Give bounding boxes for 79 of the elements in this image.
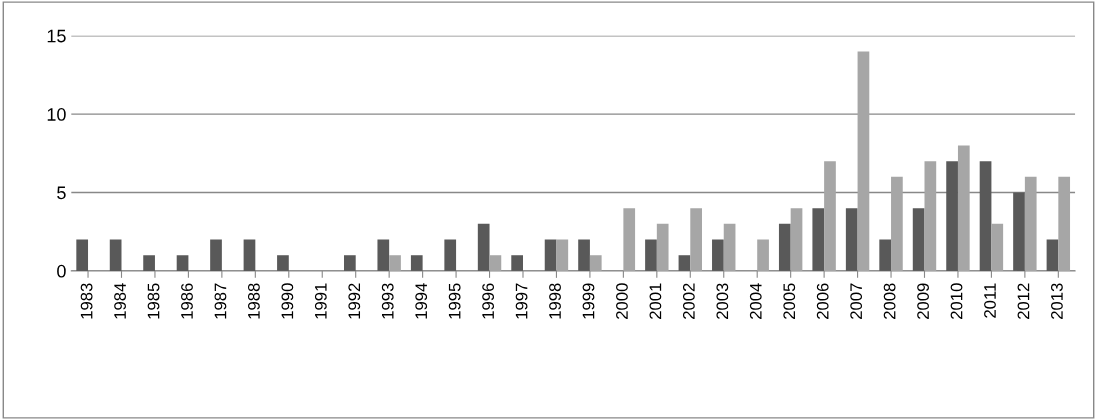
x-tick-label: 2006 <box>816 283 829 319</box>
x-tick-label: 1983 <box>80 283 93 319</box>
bar <box>377 239 390 271</box>
bar <box>678 255 691 271</box>
bar <box>410 255 423 271</box>
x-tick-label: 2011 <box>984 283 996 318</box>
x-tick-label: 1986 <box>181 283 193 319</box>
x-tick-label: 2003 <box>716 283 729 319</box>
x-tick-label: 1993 <box>381 283 394 319</box>
x-tick-label: 1996 <box>482 283 495 319</box>
x-tick-label: 2010 <box>950 283 963 319</box>
bar <box>511 255 523 271</box>
x-tick-label: 2009 <box>917 283 929 319</box>
bar <box>76 239 89 271</box>
x-tick-label: 1987 <box>214 283 227 319</box>
x-tick-label: 1995 <box>448 283 461 319</box>
x-tick-label: 1997 <box>515 283 528 319</box>
bar <box>790 208 803 271</box>
bar <box>578 239 590 271</box>
bar <box>757 239 769 271</box>
bar <box>1024 176 1037 271</box>
bar <box>891 176 903 271</box>
bar <box>589 255 602 271</box>
x-tick-label: 2001 <box>649 283 662 319</box>
bar <box>712 239 724 271</box>
bar <box>444 239 457 271</box>
bar <box>879 239 892 271</box>
y-tick-label: 10 <box>47 108 66 121</box>
bar <box>723 223 736 271</box>
bar <box>645 239 657 271</box>
bar <box>343 255 356 271</box>
bar <box>857 51 870 271</box>
x-tick-label: 1998 <box>549 283 561 319</box>
bar <box>1058 176 1071 271</box>
bar <box>544 239 557 271</box>
x-tick-label: 1991 <box>314 283 327 319</box>
bar <box>979 161 992 271</box>
y-tick-label: 5 <box>57 186 66 200</box>
bar <box>477 223 490 271</box>
x-tick-label: 2004 <box>749 283 762 319</box>
x-tick-label: 1984 <box>114 283 126 319</box>
x-tick-label: 1985 <box>147 283 160 319</box>
bar <box>556 239 569 271</box>
bar <box>778 223 791 271</box>
bar <box>489 255 502 271</box>
bar <box>623 208 636 271</box>
bar <box>109 239 122 271</box>
x-tick-label: 1990 <box>281 283 294 319</box>
x-tick-label: 2002 <box>682 283 695 319</box>
x-tick-label: 2013 <box>1051 283 1063 319</box>
bar <box>946 161 958 271</box>
x-tick-label: 1992 <box>348 283 361 319</box>
bar <box>845 208 858 271</box>
bar <box>912 208 925 271</box>
bar <box>143 255 155 271</box>
y-tick-label: 15 <box>47 29 66 43</box>
bar <box>1013 192 1025 271</box>
bar <box>277 255 289 271</box>
bar <box>924 161 937 271</box>
x-tick-label: 2012 <box>1017 283 1030 319</box>
bar <box>690 208 702 271</box>
x-tick-label: 1999 <box>582 283 595 319</box>
x-tick-label: 2008 <box>883 283 896 319</box>
y-tick-label: 0 <box>57 264 66 278</box>
x-tick-label: 2000 <box>616 283 628 319</box>
bar <box>1046 239 1059 271</box>
bar <box>824 161 836 271</box>
x-tick-label: 2007 <box>850 283 863 319</box>
bar <box>812 208 825 271</box>
bar <box>389 255 401 271</box>
bar <box>243 239 256 271</box>
bar <box>210 239 222 271</box>
x-tick-label: 2005 <box>783 283 796 319</box>
bar <box>991 223 1004 271</box>
x-tick-label: 1994 <box>415 283 428 319</box>
bar <box>957 145 970 271</box>
bar <box>176 255 189 271</box>
bar <box>656 223 669 271</box>
x-tick-label: 1988 <box>248 283 260 319</box>
